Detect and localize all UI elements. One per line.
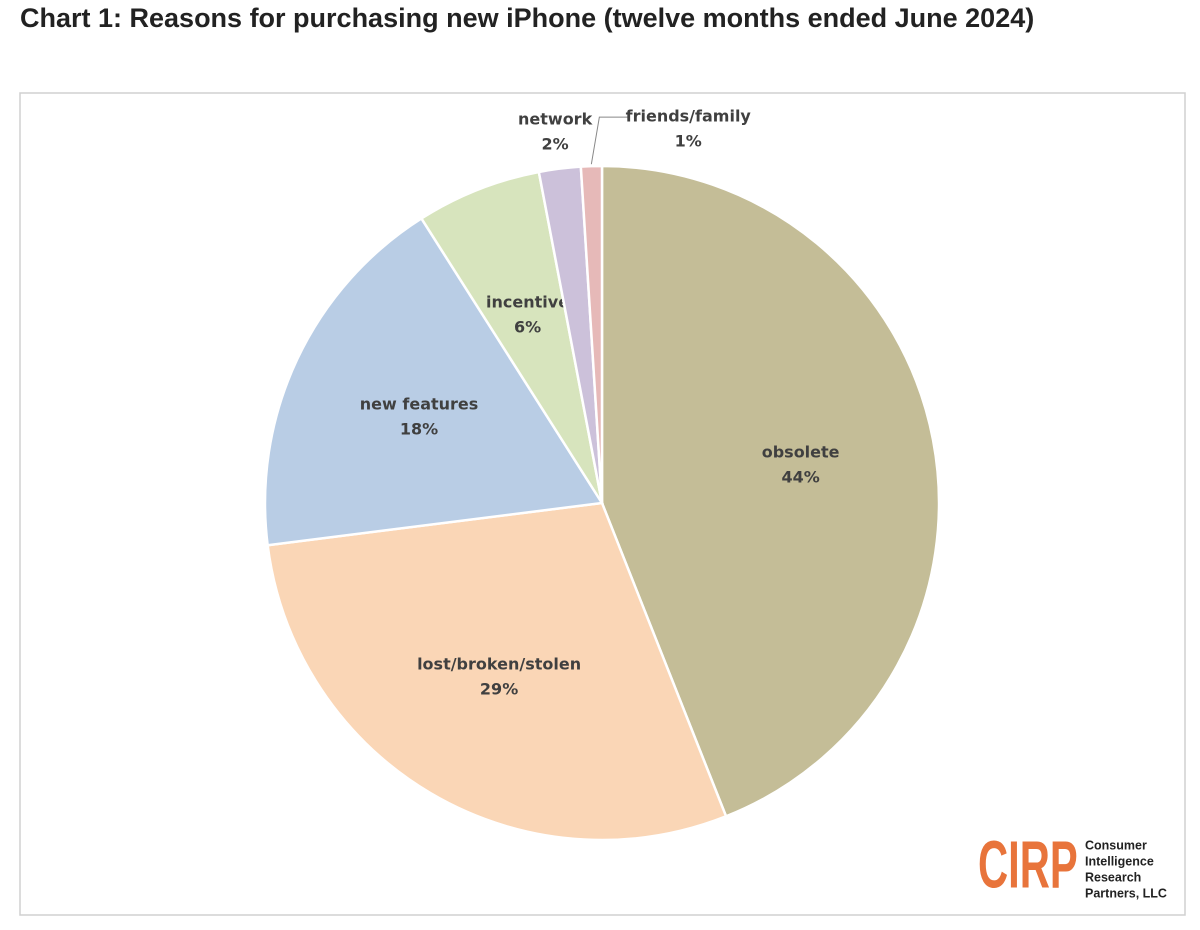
pie-slice — [579, 164, 604, 504]
pie-slice — [266, 501, 728, 842]
value-label: 18% — [400, 419, 438, 438]
value-label: 44% — [781, 468, 819, 487]
value-label: 29% — [480, 680, 518, 699]
logo-text: Intelligence — [1085, 854, 1154, 868]
slice-label: network — [518, 109, 593, 128]
logo-text: Partners, LLC — [1085, 886, 1167, 900]
slice-label: lost/broken/stolen — [417, 655, 581, 674]
pie-slice — [263, 216, 605, 547]
logo: CIRP Consumer Intelligence Research Part… — [978, 828, 1167, 902]
chart-title: Chart 1: Reasons for purchasing new iPho… — [20, 3, 1034, 33]
value-label: 1% — [675, 132, 702, 151]
slice-label: friends/family — [626, 107, 752, 126]
pie-slice — [419, 170, 604, 504]
logo-text: Research — [1085, 870, 1141, 884]
logo-mark: CIRP — [978, 828, 1078, 902]
slice-label: incentive — [486, 292, 569, 311]
slice-label: new features — [360, 394, 479, 413]
logo-text: Consumer — [1085, 838, 1147, 852]
slice-label: obsolete — [762, 443, 840, 462]
leader-line — [590, 116, 629, 165]
value-label: 2% — [542, 134, 569, 153]
value-label: 6% — [514, 317, 541, 336]
pie-slice — [600, 164, 941, 818]
